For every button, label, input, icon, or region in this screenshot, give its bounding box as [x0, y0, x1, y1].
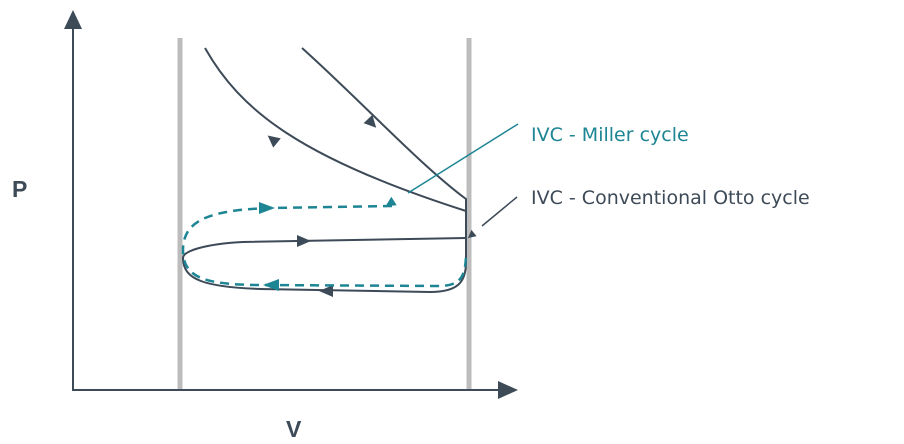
miller-callout-label: IVC - Miller cycle: [531, 124, 689, 146]
otto-leader-line: [481, 196, 518, 227]
otto-callout-label: IVC - Conventional Otto cycle: [531, 187, 810, 209]
otto-intake-stroke: [182, 237, 467, 259]
otto-exhaust-arrow: [319, 285, 333, 297]
axes: [64, 10, 518, 399]
y-axis-label: P: [12, 176, 27, 202]
compression-arrow: [267, 135, 281, 148]
otto-exhaust-stroke: [182, 238, 467, 294]
x-axis-arrowhead: [498, 381, 518, 399]
otto-intake-arrow: [297, 235, 311, 247]
compression-curve: [204, 47, 467, 212]
expansion-arrow: [363, 114, 377, 128]
miller-upper-arrow: [259, 202, 275, 214]
x-axis-label: V: [286, 416, 302, 442]
y-axis-arrowhead: [64, 10, 82, 29]
expansion-curve: [301, 47, 467, 238]
miller-leader-arrowhead: [385, 196, 397, 207]
miller-leader-line: [407, 123, 519, 194]
miller-loop-upper: [181, 204, 468, 288]
otto-leader-arrowhead: [467, 229, 477, 239]
miller-lower-arrow: [263, 279, 279, 291]
